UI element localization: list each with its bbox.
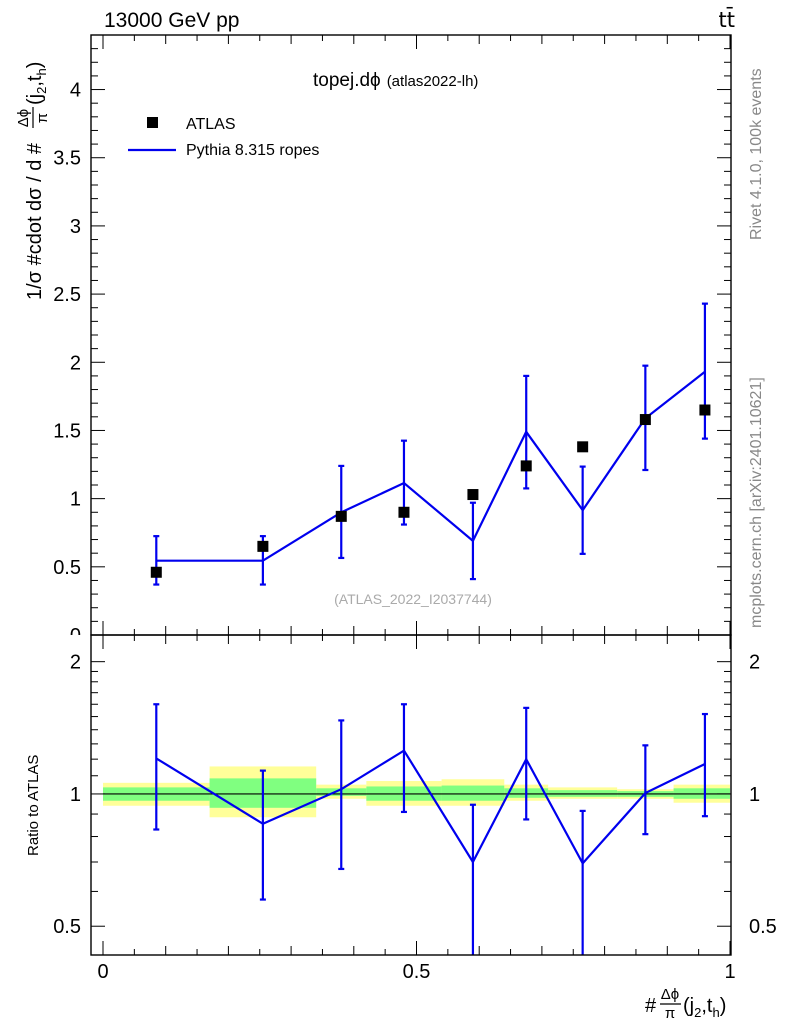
process-label: tt̄ xyxy=(719,7,735,32)
main-ytick-label: 0.5 xyxy=(53,557,81,579)
atlas-marker xyxy=(335,510,347,522)
mcplots-label: mcplots.cern.ch [arXiv:2401.10621] xyxy=(748,377,765,628)
ratio-xtick-labels: 0 0.5 1 xyxy=(97,961,735,983)
main-ytick-label: 1 xyxy=(70,489,81,511)
ratio-xlabel-frac-num: Δϕ xyxy=(661,986,679,1003)
main-ytick-label: 3.5 xyxy=(53,148,81,170)
ratio-uncertainty-bands xyxy=(103,766,730,818)
pythia-errorbars xyxy=(153,302,708,586)
ratio-xtick-label: 0.5 xyxy=(403,961,431,983)
main-ylabel-tail: (j2,th) xyxy=(24,62,49,105)
ratio-ytick-label-right: 1 xyxy=(749,784,760,806)
ratio-panel: 0.5 0.51 12 2 0 0.5 1 Ratio to ATLAS # Δϕ π (… xyxy=(25,634,777,1022)
ratio-errorbars xyxy=(153,703,708,955)
ratio-ytick-label-left: 1 xyxy=(70,784,81,806)
atlas-marker xyxy=(150,566,162,578)
main-ylabel-frac-num: Δϕ xyxy=(15,109,32,127)
ratio-xlabel-frac-den: π xyxy=(665,1005,675,1022)
analysis-watermark: (ATLAS_2022_I2037744) xyxy=(334,591,492,607)
atlas-marker xyxy=(257,540,269,552)
main-ytick-label: 4 xyxy=(70,80,81,102)
ratio-panel-frame xyxy=(90,634,732,956)
ratio-ytick-labels: 0.5 0.5 1 1 2 2 xyxy=(53,652,777,939)
ratio-ytick-label-right: 0.5 xyxy=(749,916,777,938)
pythia-series-line xyxy=(156,370,706,562)
main-ytick-labels: 0.5 1 1.5 2 2.5 3 3.5 4 0 xyxy=(53,80,81,647)
atlas-marker xyxy=(398,506,410,518)
beam-label: 13000 GeV pp xyxy=(104,9,239,32)
main-ylabel-frac-den: π xyxy=(34,113,51,123)
legend-atlas-label: ATLAS xyxy=(186,116,236,133)
atlas-marker xyxy=(699,404,711,416)
main-ylabel-text: 1/σ #cdot dσ / d # xyxy=(24,142,46,300)
legend-pythia-label: Pythia 8.315 ropes xyxy=(186,142,319,159)
main-ytick-label-zero: 0 xyxy=(70,625,81,647)
ratio-ytick-label-right: 2 xyxy=(749,652,760,674)
plot-title: topej.dϕ (atlas2022-lh) xyxy=(313,70,478,91)
rivet-version-label: Rivet 4.1.0, 100k events xyxy=(748,68,765,240)
plot-title-sub: (atlas2022-lh) xyxy=(387,73,479,90)
atlas-marker xyxy=(467,489,479,501)
ratio-axis-ticks xyxy=(91,635,731,955)
main-ytick-label: 2 xyxy=(70,352,81,374)
atlas-marker xyxy=(520,460,532,472)
ratio-xlabel-prefix: # xyxy=(645,995,657,1017)
main-ylabel: 1/σ #cdot dσ / d # Δϕ π (j2,th) xyxy=(15,62,51,300)
ratio-band-green xyxy=(441,785,505,801)
atlas-marker xyxy=(639,414,651,426)
ratio-xlabel-tail: (j2,th) xyxy=(683,995,726,1020)
ratio-xtick-label: 0 xyxy=(97,961,108,983)
plot-title-main: topej.dϕ xyxy=(313,70,381,91)
ratio-ytick-label-left: 2 xyxy=(70,652,81,674)
legend-atlas-marker xyxy=(147,117,158,128)
ratio-xtick-label: 1 xyxy=(724,961,735,983)
main-ytick-label: 3 xyxy=(70,216,81,238)
main-ytick-label: 1.5 xyxy=(53,420,81,442)
ratio-xlabel: # Δϕ π (j2,th) xyxy=(645,986,726,1022)
ratio-ylabel: Ratio to ATLAS xyxy=(25,755,42,856)
main-ytick-label: 2.5 xyxy=(53,284,81,306)
atlas-markers xyxy=(150,404,711,578)
ratio-series-line xyxy=(155,749,706,866)
ratio-ytick-label-left: 0.5 xyxy=(53,916,81,938)
atlas-marker xyxy=(577,441,589,453)
main-axis-ticks xyxy=(91,34,731,636)
main-panel: 0.511.522.533.540 (ATLAS_2022_I2037744) … xyxy=(15,34,732,647)
